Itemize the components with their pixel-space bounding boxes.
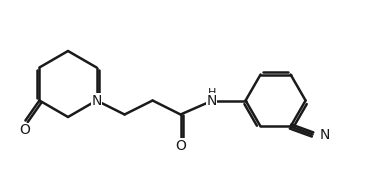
Text: N: N xyxy=(91,94,102,108)
Text: H: H xyxy=(207,88,216,98)
Text: O: O xyxy=(19,123,30,137)
Text: N: N xyxy=(319,128,330,142)
Text: N: N xyxy=(207,94,217,108)
Text: O: O xyxy=(175,138,186,153)
